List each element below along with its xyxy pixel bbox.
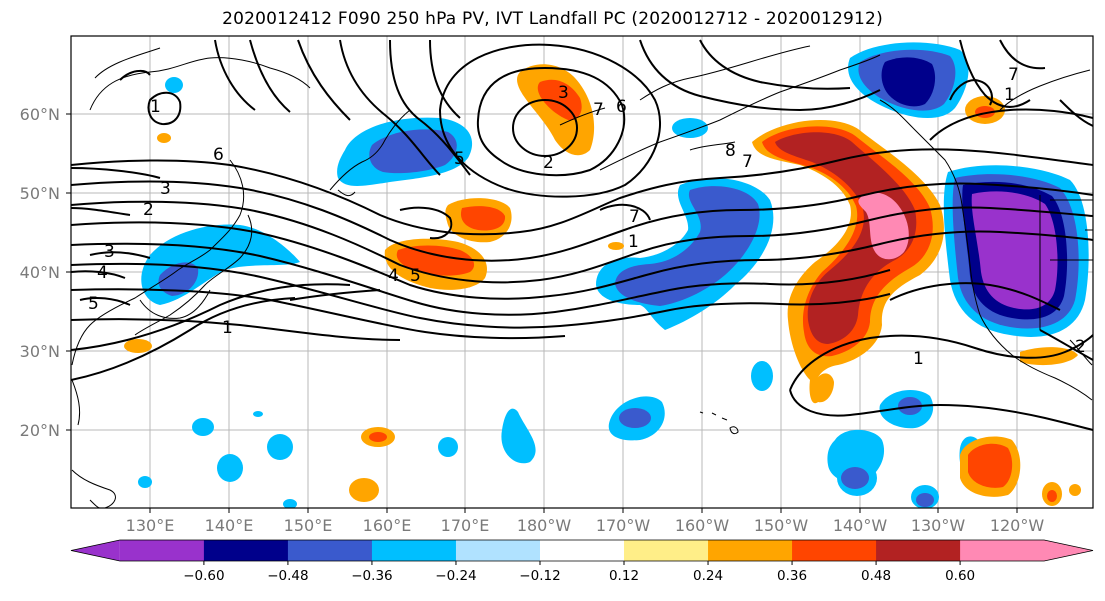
lon-label: 160°E xyxy=(363,516,412,535)
lon-label: 150°E xyxy=(284,516,333,535)
colorbar-segment xyxy=(539,540,625,561)
lon-label: 170°W xyxy=(596,516,651,535)
lon-label: 160°W xyxy=(675,516,730,535)
lon-label: 150°W xyxy=(754,516,809,535)
colorbar-tick-label: −0.12 xyxy=(519,568,560,584)
contour-label: 4 xyxy=(388,266,399,286)
colorbar-segment xyxy=(876,540,961,561)
lat-label: 40°N xyxy=(20,263,60,282)
map-title: 2020012412 F090 250 hPa PV, IVT Landfall… xyxy=(222,9,883,29)
latitude-labels: 60°N 50°N 40°N 30°N 20°N xyxy=(20,105,60,440)
contour-label: 6 xyxy=(616,97,627,117)
lat-label: 30°N xyxy=(20,342,60,361)
contour-lines xyxy=(71,39,1093,431)
coastlines xyxy=(71,45,1093,508)
axis-ticks xyxy=(66,113,1018,513)
contour-label: 5 xyxy=(410,266,421,286)
contour-label: 8 xyxy=(725,141,736,161)
longitude-labels: 130°E 140°E 150°E 160°E 170°E 180°W 170°… xyxy=(126,516,1045,535)
contour-label: 4 xyxy=(97,263,108,283)
contour-label-group: 1 6 3 2 3 4 5 1 3 2 6 7 8 7 5 4 5 7 7 1 … xyxy=(88,65,1086,369)
colorbar-segment xyxy=(708,540,793,561)
lon-label: 130°E xyxy=(126,516,175,535)
lon-label: 130°W xyxy=(911,516,966,535)
contour-label: 2 xyxy=(543,153,554,173)
colorbar-tick-label: 0.12 xyxy=(609,568,639,584)
colorbar-tick-label: −0.36 xyxy=(351,568,392,584)
contour-label: 3 xyxy=(558,83,569,103)
contour-label: 7 xyxy=(629,207,640,227)
colorbar: −0.60 −0.48 −0.36 −0.24 −0.12 0.12 0.24 0.36 0.4… xyxy=(70,539,1094,584)
contour-label: 7 xyxy=(1008,65,1019,85)
lat-label: 20°N xyxy=(20,421,60,440)
colorbar-tick-label: 0.24 xyxy=(693,568,723,584)
contour-label: 1 xyxy=(628,232,639,252)
lat-label: 50°N xyxy=(20,184,60,203)
colorbar-tick-label: −0.48 xyxy=(267,568,308,584)
colorbar-extend-min xyxy=(71,540,120,561)
contour-label: 1 xyxy=(913,349,924,369)
colorbar-extend-max xyxy=(1044,540,1093,561)
colorbar-segment xyxy=(203,540,289,561)
lon-label: 140°E xyxy=(205,516,254,535)
lon-label: 140°W xyxy=(833,516,888,535)
contour-label: 3 xyxy=(160,179,171,199)
contour-label: 1 xyxy=(1004,85,1015,105)
colorbar-tick-label: −0.60 xyxy=(183,568,224,584)
lat-label: 60°N xyxy=(20,105,60,124)
contour-label: 7 xyxy=(742,152,753,172)
colorbar-tick-label: 0.48 xyxy=(861,568,891,584)
colorbar-segment xyxy=(455,540,541,561)
colorbar-segment xyxy=(624,540,709,561)
contour-label: 1 xyxy=(222,318,233,338)
colorbar-segment xyxy=(371,540,457,561)
colorbar-segment xyxy=(792,540,877,561)
colorbar-segment xyxy=(119,540,205,561)
contour-label: 3 xyxy=(104,242,115,262)
lon-label: 180°W xyxy=(517,516,572,535)
colorbar-tick-label: −0.24 xyxy=(435,568,476,584)
lon-label: 170°E xyxy=(441,516,490,535)
contour-label: 7 xyxy=(593,100,604,120)
contour-label: 6 xyxy=(213,145,224,165)
colorbar-outline xyxy=(70,539,1094,562)
colorbar-tick-label: 0.36 xyxy=(777,568,807,584)
contour-label: 2 xyxy=(143,200,154,220)
contour-label: 5 xyxy=(88,294,99,314)
colorbar-segment xyxy=(960,540,1045,561)
contour-label: 1 xyxy=(150,97,161,117)
colorbar-tick-label: 0.60 xyxy=(945,568,975,584)
lon-label: 120°W xyxy=(990,516,1045,535)
contour-label: 2 xyxy=(1075,337,1086,357)
colorbar-segment xyxy=(287,540,373,561)
contour-label: 5 xyxy=(454,149,465,169)
